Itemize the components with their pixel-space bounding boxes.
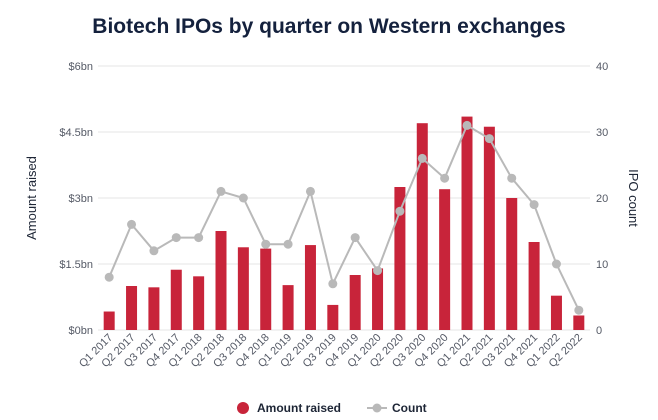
count-point xyxy=(171,233,181,243)
bar-amount-raised xyxy=(103,311,115,330)
bar-amount-raised xyxy=(260,248,272,330)
legend: Amount raised Count xyxy=(237,401,427,415)
left-tick-label: $3bn xyxy=(69,193,93,205)
legend-marker-amount-raised xyxy=(237,402,249,414)
count-line xyxy=(108,123,580,311)
right-axis-title: IPO count xyxy=(626,169,641,227)
count-point xyxy=(574,305,584,315)
bar-amount-raised xyxy=(394,187,406,330)
legend-label-amount-raised: Amount raised xyxy=(257,401,341,415)
left-axis-ticks: $0bn $1.5bn $3bn $4.5bn $6bn xyxy=(59,61,93,337)
right-tick-label: 0 xyxy=(596,325,602,337)
count-point xyxy=(462,120,472,130)
bar-amount-raised xyxy=(170,269,182,330)
bar-amount-raised xyxy=(439,189,451,330)
bar-amount-raised xyxy=(461,116,473,330)
bar-amount-raised xyxy=(237,247,249,330)
bar-amount-raised xyxy=(573,315,585,330)
count-point xyxy=(328,279,338,289)
count-point xyxy=(417,153,427,163)
right-tick-label: 20 xyxy=(596,193,608,205)
bar-amount-raised xyxy=(304,245,316,330)
amount-raised-bars xyxy=(103,116,585,330)
bar-amount-raised xyxy=(416,123,428,330)
count-point xyxy=(238,193,248,203)
count-point xyxy=(261,239,271,249)
right-tick-label: 40 xyxy=(596,61,608,73)
left-tick-label: $6bn xyxy=(69,61,93,73)
bar-amount-raised xyxy=(528,242,540,330)
chart-title: Biotech IPOs by quarter on Western excha… xyxy=(92,15,565,38)
bar-amount-raised xyxy=(327,304,339,330)
right-axis-ticks: 0 10 20 30 40 xyxy=(596,61,608,337)
count-point xyxy=(551,259,561,269)
left-tick-label: $4.5bn xyxy=(59,127,93,139)
count-point xyxy=(395,206,405,216)
count-point xyxy=(216,186,226,196)
count-point xyxy=(283,239,293,249)
bar-amount-raised xyxy=(506,198,518,330)
count-point xyxy=(440,173,450,183)
bar-amount-raised xyxy=(550,295,562,330)
bar-amount-raised xyxy=(372,268,384,330)
count-point xyxy=(507,173,517,183)
legend-marker-count-dot xyxy=(372,403,382,413)
count-point xyxy=(104,272,114,282)
bar-amount-raised xyxy=(148,287,160,330)
bar-amount-raised xyxy=(126,286,138,330)
right-tick-label: 10 xyxy=(596,259,608,271)
count-point xyxy=(305,186,315,196)
count-point xyxy=(484,134,494,144)
left-axis-title: Amount raised xyxy=(24,156,39,240)
count-line-series xyxy=(104,120,584,315)
count-point xyxy=(127,219,137,229)
left-tick-label: $1.5bn xyxy=(59,259,93,271)
bar-amount-raised xyxy=(193,276,205,330)
count-point xyxy=(529,200,539,210)
count-point xyxy=(194,233,204,243)
left-tick-label: $0bn xyxy=(69,325,93,337)
bar-amount-raised xyxy=(215,231,227,330)
count-point xyxy=(350,233,360,243)
bar-amount-raised xyxy=(483,126,495,330)
count-point xyxy=(373,266,383,276)
count-point xyxy=(149,246,159,256)
right-tick-label: 30 xyxy=(596,127,608,139)
bar-amount-raised xyxy=(282,285,294,330)
legend-label-count: Count xyxy=(392,401,427,415)
bar-amount-raised xyxy=(349,275,361,330)
